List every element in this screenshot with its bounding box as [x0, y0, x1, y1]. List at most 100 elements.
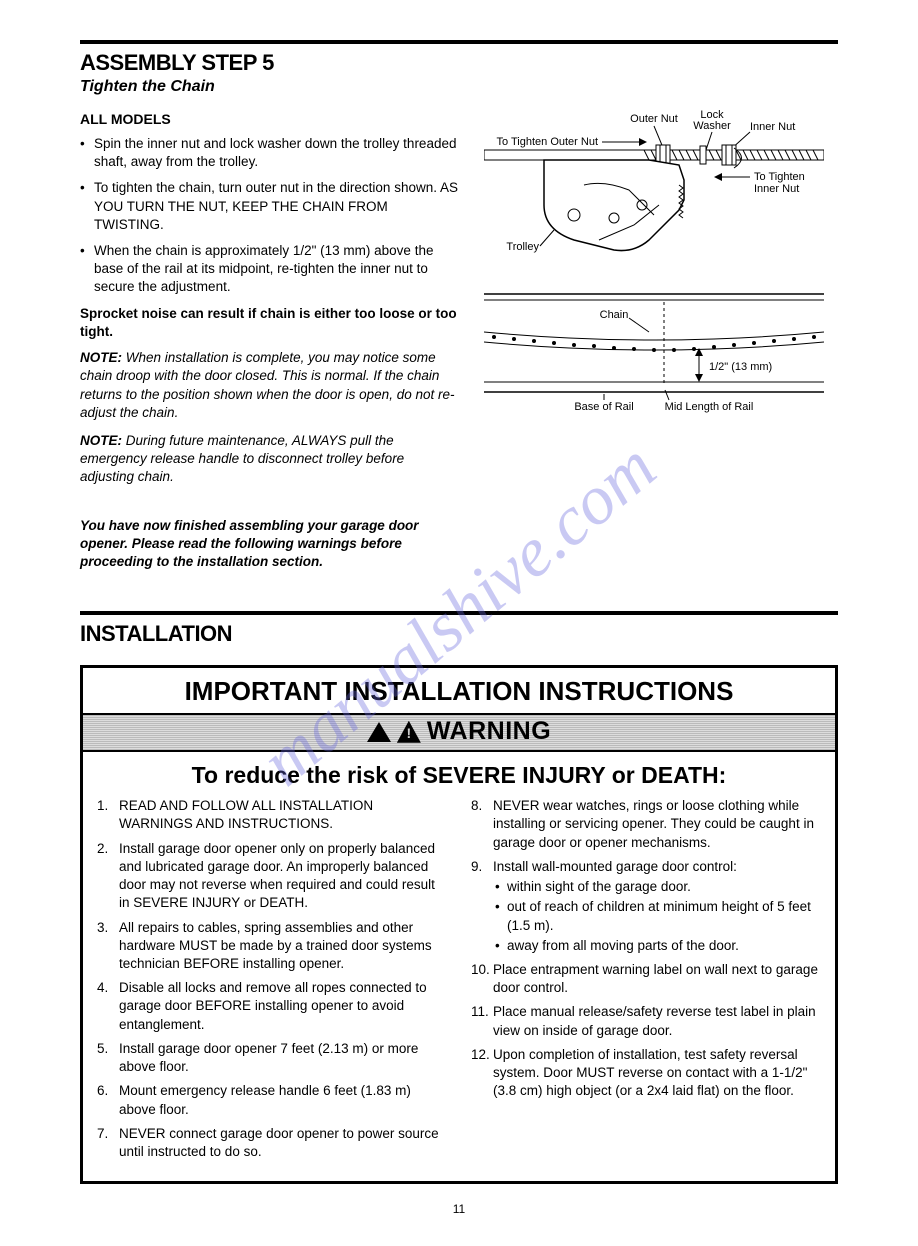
inner-nut-shape — [722, 145, 736, 165]
leader-line — [706, 132, 712, 150]
trolley-hole — [609, 213, 619, 223]
warning-subitem: within sight of the garage door. — [507, 878, 821, 896]
note-text: During future maintenance, ALWAYS pull t… — [80, 433, 404, 484]
warning-right-column: 8. NEVER wear watches, rings or loose clo… — [471, 797, 821, 1167]
warning-sublist: within sight of the garage door. out of r… — [493, 878, 821, 955]
step-subtitle: Tighten the Chain — [80, 78, 838, 96]
warning-item: 7. NEVER connect garage door opener to po… — [97, 1125, 447, 1161]
item-number: 5. — [97, 1040, 108, 1058]
trolley-body — [544, 160, 684, 251]
trolley-hole — [637, 200, 647, 210]
label-trolley: Trolley — [506, 241, 539, 253]
item-number: 8. — [471, 797, 482, 815]
label-base-rail: Base of Rail — [574, 401, 633, 413]
item-text: NEVER connect garage door opener to powe… — [119, 1126, 439, 1159]
note-2: NOTE: During future maintenance, ALWAYS … — [80, 432, 460, 487]
assembly-columns: ALL MODELS Spin the inner nut and lock w… — [80, 110, 838, 611]
note-label: NOTE: — [80, 350, 122, 365]
warning-item: 3. All repairs to cables, spring assembli… — [97, 919, 447, 974]
label-gap: 1/2" (13 mm) — [709, 361, 772, 373]
item-text: READ AND FOLLOW ALL INSTALLATION WARNING… — [119, 798, 373, 831]
chain-rail-diagram: Chain 1/2" (13 mm) Bas — [484, 290, 824, 420]
warning-columns: 1. READ AND FOLLOW ALL INSTALLATION WARNI… — [83, 797, 835, 1181]
item-text: Disable all locks and remove all ropes c… — [119, 980, 427, 1031]
item-text: Place manual release/safety reverse test… — [493, 1004, 816, 1037]
warning-box: IMPORTANT INSTALLATION INSTRUCTIONS WARN… — [80, 665, 838, 1184]
warning-subitem: out of reach of children at minimum heig… — [507, 898, 821, 934]
label-chain: Chain — [600, 309, 629, 321]
warning-item: 4. Disable all locks and remove all ropes… — [97, 979, 447, 1034]
warning-item: 9. Install wall-mounted garage door contr… — [471, 858, 821, 955]
warning-item: 6. Mount emergency release handle 6 feet … — [97, 1082, 447, 1118]
warning-triangle-icon — [367, 722, 391, 742]
warning-item: 2. Install garage door opener only on pro… — [97, 840, 447, 913]
item-number: 2. — [97, 840, 108, 858]
label-outer-nut: Outer Nut — [630, 113, 678, 125]
sprocket-warning: Sprocket noise can result if chain is ei… — [80, 305, 460, 341]
bullet-item: To tighten the chain, turn outer nut in … — [94, 179, 460, 234]
lock-washer-shape — [700, 146, 706, 164]
item-text: Install garage door opener only on prope… — [119, 841, 435, 911]
step-title: ASSEMBLY STEP 5 — [80, 50, 838, 76]
note-text: When installation is complete, you may n… — [80, 350, 454, 420]
warning-subhead: To reduce the risk of SEVERE INJURY or D… — [83, 752, 835, 797]
label-inner-nut: Inner Nut — [750, 121, 795, 133]
note-label: NOTE: — [80, 433, 122, 448]
item-text: Place entrapment warning label on wall n… — [493, 962, 818, 995]
assembly-diagram-column: Outer Nut Lock Washer Inner Nut To Tight… — [484, 110, 838, 611]
warning-list-right: 8. NEVER wear watches, rings or loose clo… — [471, 797, 821, 1100]
assembly-text-column: ALL MODELS Spin the inner nut and lock w… — [80, 110, 460, 611]
warning-item: 5. Install garage door opener 7 feet (2.1… — [97, 1040, 447, 1076]
item-text: Mount emergency release handle 6 feet (1… — [119, 1083, 411, 1116]
finish-paragraph: You have now finished assembling your ga… — [80, 517, 460, 572]
arrow-head — [695, 374, 703, 382]
label-tighten-inner-1: To Tighten — [754, 171, 805, 183]
warning-box-title: IMPORTANT INSTALLATION INSTRUCTIONS — [83, 668, 835, 713]
item-number: 9. — [471, 858, 482, 876]
section-rule — [80, 40, 838, 44]
trolley-hole — [568, 209, 580, 221]
label-lock-washer-2: Washer — [693, 120, 731, 132]
assembly-bullets: Spin the inner nut and lock washer down … — [80, 135, 460, 297]
item-number: 11. — [471, 1003, 489, 1021]
item-number: 7. — [97, 1125, 108, 1143]
warning-item: 10.Place entrapment warning label on wal… — [471, 961, 821, 997]
item-number: 6. — [97, 1082, 108, 1100]
label-mid-rail: Mid Length of Rail — [665, 401, 754, 413]
item-number: 3. — [97, 919, 108, 937]
note-1: NOTE: When installation is complete, you… — [80, 349, 460, 422]
warning-word: WARNING — [427, 717, 551, 746]
all-models-heading: ALL MODELS — [80, 110, 460, 129]
warning-item: 12.Upon completion of installation, test… — [471, 1046, 821, 1101]
item-text: Install garage door opener 7 feet (2.13 … — [119, 1041, 418, 1074]
bullet-item: Spin the inner nut and lock washer down … — [94, 135, 460, 171]
warning-item: 11.Place manual release/safety reverse t… — [471, 1003, 821, 1039]
item-text: Upon completion of installation, test sa… — [493, 1047, 807, 1098]
warning-list-left: 1. READ AND FOLLOW ALL INSTALLATION WARNI… — [97, 797, 447, 1161]
item-number: 10. — [471, 961, 490, 979]
item-text: All repairs to cables, spring assemblies… — [119, 920, 432, 971]
chain-links — [492, 335, 816, 352]
item-number: 12. — [471, 1046, 490, 1064]
bullet-item: When the chain is approximately 1/2" (13… — [94, 242, 460, 297]
warning-subitem: away from all moving parts of the door. — [507, 937, 821, 955]
leader-line — [629, 318, 649, 332]
warning-left-column: 1. READ AND FOLLOW ALL INSTALLATION WARNI… — [97, 797, 447, 1167]
item-text: NEVER wear watches, rings or loose cloth… — [493, 798, 814, 849]
item-number: 4. — [97, 979, 108, 997]
item-text: Install wall-mounted garage door control… — [493, 859, 737, 874]
arrow-head — [639, 138, 647, 146]
warning-item: 1. READ AND FOLLOW ALL INSTALLATION WARNI… — [97, 797, 447, 833]
chain-top — [484, 332, 824, 340]
section-rule — [80, 611, 838, 615]
label-tighten-inner-2: Inner Nut — [754, 183, 799, 195]
warning-item: 8. NEVER wear watches, rings or loose clo… — [471, 797, 821, 852]
arrow-head — [714, 173, 722, 181]
trolley-diagram: Outer Nut Lock Washer Inner Nut To Tight… — [484, 110, 824, 280]
leader-line — [540, 230, 554, 246]
installation-heading: INSTALLATION — [80, 621, 838, 647]
item-number: 1. — [97, 797, 108, 815]
page-number: 11 — [80, 1202, 838, 1216]
label-tighten-outer: To Tighten Outer Nut — [497, 136, 599, 148]
warning-band: WARNING — [83, 713, 835, 752]
